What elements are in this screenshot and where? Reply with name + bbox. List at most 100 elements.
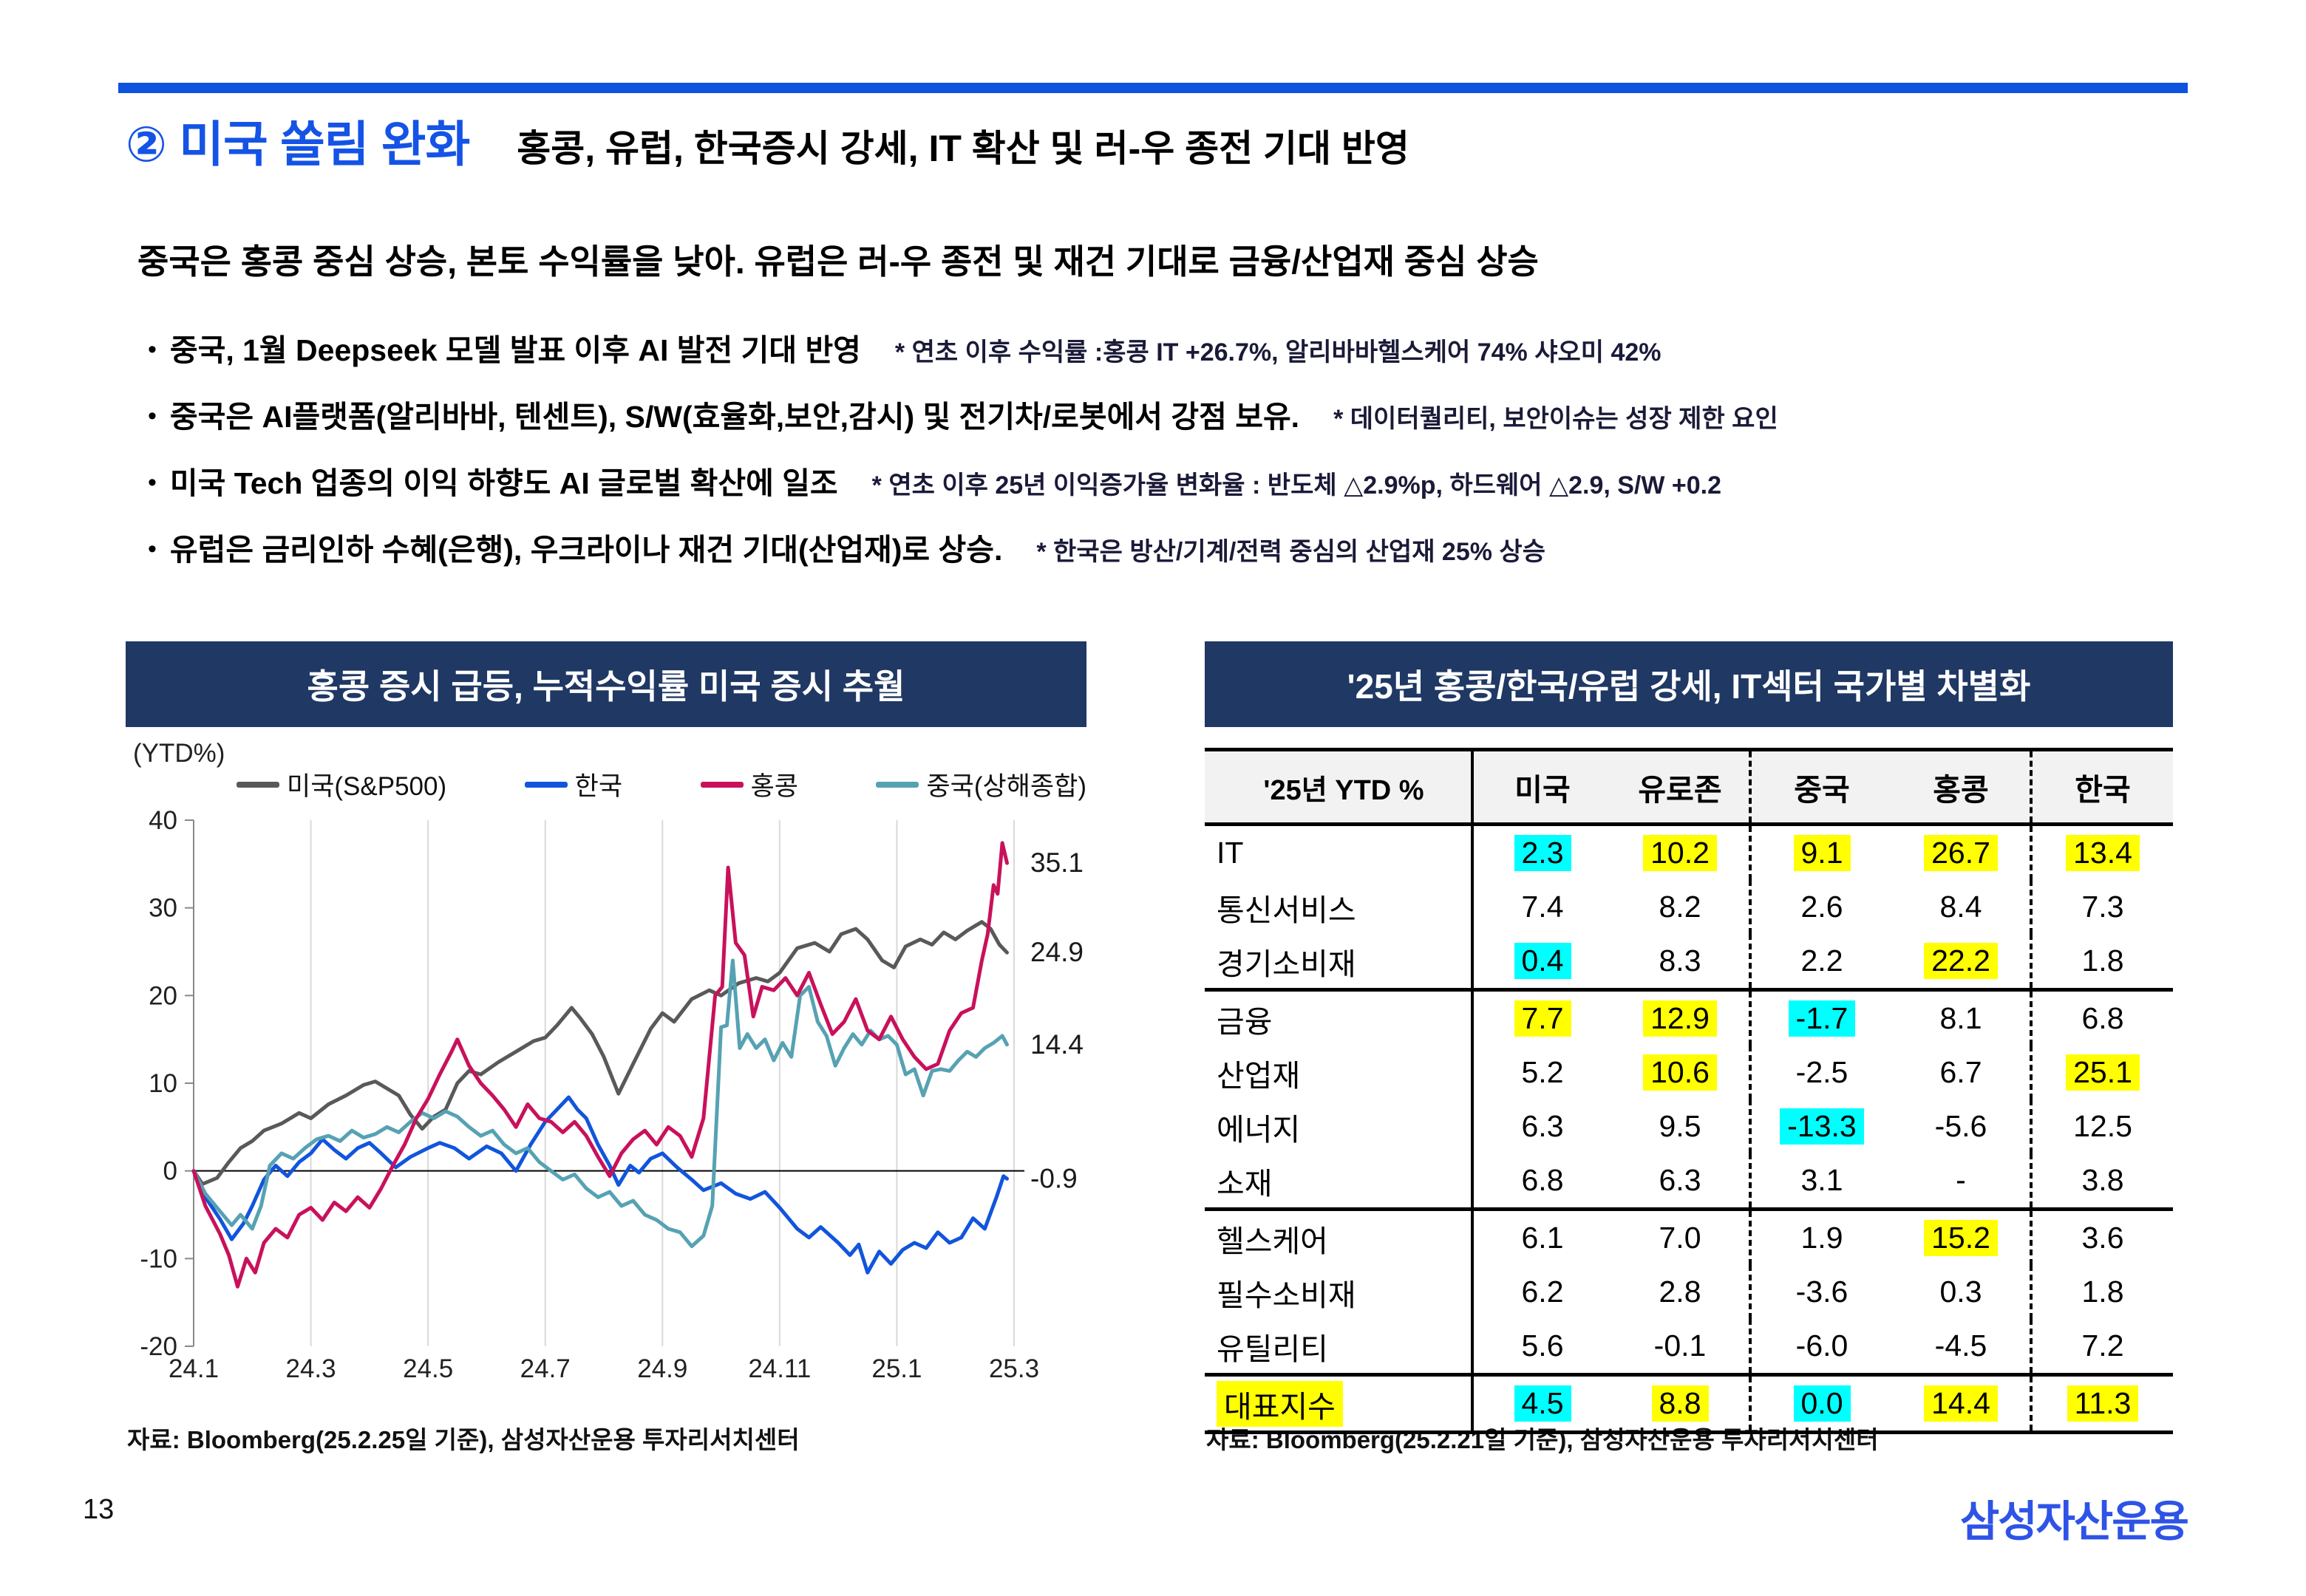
- column-header-cell: 미국: [1471, 751, 1611, 822]
- value-text: 12.5: [2073, 1109, 2132, 1143]
- value-cell: 11.3: [2033, 1377, 2173, 1430]
- column-header-cell: 유로존: [1611, 751, 1752, 822]
- value-cell: -: [1892, 1153, 2033, 1207]
- value-text: 8.3: [1659, 944, 1701, 978]
- sector-label-cell: 대표지수: [1205, 1377, 1471, 1430]
- table-row: 통신서비스 7.4 8.2 2.6 8.4 7.3: [1205, 880, 2173, 934]
- page-title: ② 미국 쏠림 완화: [126, 117, 470, 171]
- table-row: 에너지 6.3 9.5 -13.3 -5.6 12.5: [1205, 1099, 2173, 1153]
- table-panel-title: '25년 홍콩/한국/유럽 강세, IT섹터 국가별 차별화: [1205, 641, 2173, 727]
- value-cell: 4.5: [1471, 1377, 1611, 1430]
- legend-item: 홍콩: [700, 765, 798, 803]
- y-tick-label: 20: [149, 981, 177, 1010]
- value-cell: 5.2: [1471, 1046, 1611, 1099]
- value-text: 유틸리티: [1217, 1331, 1328, 1366]
- value-text: 중국: [1794, 773, 1850, 807]
- sector-label-cell: 유틸리티: [1205, 1319, 1471, 1373]
- value-cell: 3.6: [2033, 1211, 2173, 1265]
- ytd-line-chart: (YTD%) 미국(S&P500) 한국 홍콩 중국(상해종합) 24.1 24.3 24…: [126, 733, 1086, 1402]
- value-text: 6.8: [1521, 1163, 1564, 1197]
- value-text: 6.3: [1659, 1163, 1701, 1197]
- table-row: 대표지수 4.5 8.8 0.0 14.4 11.3: [1205, 1373, 2173, 1434]
- y-tick-label: 30: [149, 894, 177, 923]
- value-text: 8.1: [1939, 1001, 1982, 1035]
- value-cell: 6.3: [1611, 1153, 1752, 1207]
- highlighted-value: 9.1: [1793, 835, 1851, 871]
- sector-label-cell: 경기소비재: [1205, 934, 1471, 988]
- bullet-note: * 연초 이후 25년 이익증가율 변화율 : 반도체 △2.9%p, 하드웨어…: [871, 471, 1722, 499]
- value-text: 7.2: [2081, 1329, 2124, 1363]
- sector-label-cell: 필수소비재: [1205, 1265, 1471, 1319]
- value-text: 2.6: [1800, 890, 1843, 924]
- column-header-cell: 중국: [1752, 751, 1892, 822]
- series-line-1: [191, 920, 1009, 1186]
- value-text: 한국: [2075, 773, 2131, 807]
- value-cell: 9.5: [1611, 1099, 1752, 1153]
- series-end-label: 24.9: [1030, 937, 1084, 967]
- value-cell: 2.6: [1752, 880, 1892, 934]
- value-text: IT: [1217, 836, 1244, 870]
- value-cell: 3.8: [2033, 1153, 2173, 1207]
- value-cell: 14.4: [1892, 1377, 2033, 1430]
- series-end-label: 35.1: [1030, 848, 1084, 878]
- value-text: 통신서비스: [1217, 893, 1356, 927]
- value-cell: 7.7: [1471, 992, 1611, 1046]
- company-logo: 삼성자산운용: [1959, 1498, 2189, 1546]
- highlighted-value: 10.2: [1643, 835, 1717, 871]
- y-axis-unit-label: (YTD%): [133, 739, 225, 768]
- value-cell: 13.4: [2033, 826, 2173, 880]
- chart-source-note: 자료: Bloomberg(25.2.25일 기준), 삼성자산운용 투자리서치…: [127, 1426, 800, 1453]
- legend-label: 홍콩: [750, 772, 798, 801]
- page-subtitle: 홍콩, 유럽, 한국증시 강세, IT 확산 및 러-우 종전 기대 반영: [517, 128, 1409, 169]
- legend-label: 중국(상해종합): [926, 772, 1086, 801]
- x-tick-label: 24.1: [169, 1354, 219, 1383]
- legend-swatch: [700, 781, 744, 788]
- highlighted-value: 14.4: [1924, 1385, 1998, 1422]
- value-cell: 7.0: [1611, 1211, 1752, 1265]
- line-chart-canvas: 24.1 24.3 24.5 24.7 24.9 24.11 25.1 25.3 40 30 20 1…: [140, 806, 1084, 1383]
- value-text: -5.6: [1934, 1109, 1987, 1143]
- column-header-cell: 홍콩: [1892, 751, 2033, 822]
- value-cell: 6.1: [1471, 1211, 1611, 1265]
- table-row: 경기소비재 0.4 8.3 2.2 22.2 1.8: [1205, 934, 2173, 988]
- series-end-label: -0.9: [1030, 1163, 1078, 1193]
- value-cell: 6.3: [1471, 1099, 1611, 1153]
- value-text: 6.2: [1521, 1275, 1564, 1309]
- table-header-row: '25년 YTD % 미국 유로존 중국 홍콩 한국: [1205, 748, 2173, 826]
- y-tick-label: -10: [140, 1244, 177, 1273]
- value-text: 3.8: [2081, 1163, 2124, 1197]
- legend-item: 한국: [524, 765, 622, 803]
- value-cell: -1.7: [1752, 992, 1892, 1046]
- value-text: -2.5: [1795, 1055, 1848, 1089]
- highlighted-value: 15.2: [1924, 1220, 1998, 1256]
- bullet-list: 중국, 1월 Deepseek 모델 발표 이후 AI 발전 기대 반영 * 연…: [148, 325, 1778, 569]
- value-cell: -5.6: [1892, 1099, 2033, 1153]
- value-text: -6.0: [1795, 1329, 1848, 1363]
- y-tick-label: -20: [140, 1332, 177, 1361]
- value-cell: 3.1: [1752, 1153, 1892, 1207]
- value-text: -4.5: [1934, 1329, 1987, 1363]
- value-text: 2.2: [1800, 944, 1843, 978]
- x-tick-label: 24.9: [637, 1354, 687, 1383]
- value-cell: 2.3: [1471, 826, 1611, 880]
- value-text: 2.8: [1659, 1275, 1701, 1309]
- sector-label-cell: 헬스케어: [1205, 1211, 1471, 1265]
- title-row: ② 미국 쏠림 완화 홍콩, 유럽, 한국증시 강세, IT 확산 및 러-우 …: [126, 105, 1409, 176]
- bullet-item: 중국, 1월 Deepseek 모델 발표 이후 AI 발전 기대 반영 * 연…: [148, 325, 1778, 369]
- value-text: 경기소비재: [1217, 947, 1356, 981]
- value-text: 6.1: [1521, 1221, 1564, 1255]
- value-cell: 8.2: [1611, 880, 1752, 934]
- legend-swatch: [524, 781, 568, 788]
- highlighted-value: 0.0: [1793, 1385, 1851, 1422]
- bullet-text: 중국은 AI플랫폼(알리바바, 텐센트), S/W(효율화,보안,감시) 및 전…: [169, 400, 1300, 434]
- chart-legend: 미국(S&P500) 한국 홍콩 중국(상해종합): [237, 765, 1086, 803]
- value-cell: 0.3: [1892, 1265, 2033, 1319]
- value-text: 필수소비재: [1217, 1278, 1356, 1312]
- legend-swatch: [237, 781, 279, 788]
- series-line-3: [191, 841, 1009, 1289]
- legend-swatch: [876, 781, 919, 788]
- value-cell: -6.0: [1752, 1319, 1892, 1373]
- value-cell: -0.1: [1611, 1319, 1752, 1373]
- bullet-text: 미국 Tech 업종의 이익 하향도 AI 글로벌 확산에 일조: [169, 466, 838, 500]
- value-text: 7.0: [1659, 1221, 1701, 1255]
